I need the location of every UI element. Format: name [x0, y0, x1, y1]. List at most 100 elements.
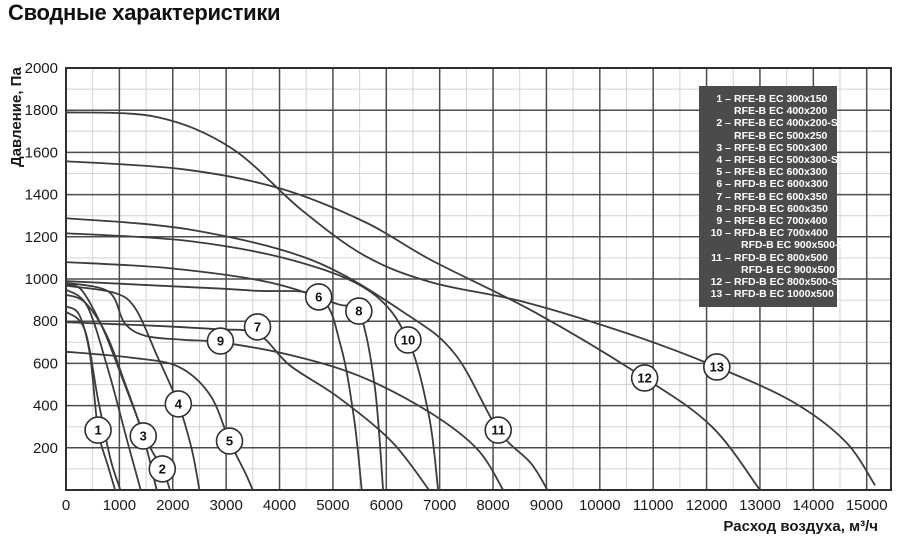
legend-entry-3: 3 – RFE-B EC 500x300: [704, 142, 833, 154]
curve-label-text-13: 13: [710, 359, 724, 374]
x-tick: 5000: [316, 497, 349, 514]
curve-label-11: [484, 416, 513, 444]
y-tick: 1400: [25, 187, 58, 204]
legend-entry-number: 3 –: [716, 141, 731, 154]
page-title: Сводные характеристики: [8, 0, 281, 25]
y-tick: 1800: [25, 102, 58, 119]
legend-entry-5: 5 – RFE-B EC 600x300: [704, 166, 833, 178]
legend-entry-cont-14: RFD-B EC 900x500: [704, 263, 835, 276]
legend-entry-9: 9 – RFE-B EC 700x400: [704, 215, 833, 227]
legend-entry-name: RFD-B EC 600x300: [734, 178, 828, 191]
legend-entry-number: [704, 105, 731, 117]
y-tick: 1600: [25, 144, 58, 161]
x-tick: 8000: [476, 497, 509, 514]
curve-label-3: [129, 422, 158, 450]
legend-entry-4: 4 – RFE-B EC 500x300-S: [704, 154, 838, 167]
curve-1b: [66, 310, 122, 490]
legend-entry-number: 13 –: [710, 288, 731, 301]
curve-label-text-10: 10: [401, 332, 415, 347]
legend-entry-name: RFD-B EC 800x500-S: [734, 276, 839, 289]
x-tick: 7000: [423, 497, 456, 514]
legend-entry-name: RFD-B EC 600x350: [734, 202, 828, 215]
x-tick: 4000: [263, 497, 296, 514]
legend-entry-cont-12: RFD-B EC 900x500-S: [704, 239, 845, 251]
curve-1: [66, 305, 116, 490]
legend-entry-11: 11 – RFD-B EC 800x500: [704, 252, 833, 264]
tick-labels: 0 1000 2000 3000 4000 5000 6000 7000 8000 9000 100…: [25, 60, 888, 514]
y-tick: 1000: [25, 271, 58, 288]
curve-label-text-3: 3: [140, 428, 147, 443]
legend-entry-6: 6 – RFD-B EC 600x300: [704, 178, 833, 190]
legend-entry-name: RFD-B EC 700x400: [734, 227, 828, 240]
curve-label-12: [630, 364, 659, 392]
curve-label-text-4: 4: [175, 396, 183, 411]
legend-entry-cont-3: RFE-B EC 500x250: [704, 130, 833, 142]
x-tick: 13000: [739, 497, 781, 514]
legend-entry-1: 1 – RFE-B EC 300x150: [704, 93, 833, 105]
legend: 1 – RFE-B EC 300x150 RFE-B EC 400x200 2 – RF…: [699, 86, 845, 308]
legend-entry-number: 11 –: [711, 251, 731, 264]
legend-entry-name: RFD-B EC 800x500: [734, 251, 828, 264]
y-tick: 800: [33, 313, 58, 330]
plot-border: [65, 67, 892, 491]
curve-label-4: [164, 390, 193, 418]
curve-2b: [66, 288, 142, 490]
legend-entry-name: RFE-B EC 300x150: [734, 93, 828, 105]
legend-entry-name: RFD-B EC 1000x500: [734, 288, 834, 301]
y-tick: 200: [33, 440, 58, 457]
legend-entry-name: RFE-B EC 400x200-S: [734, 117, 838, 130]
curve-12: [66, 160, 761, 490]
y-tick: 600: [33, 355, 58, 372]
x-tick: 15000: [846, 497, 888, 514]
curve-label-text-12: 12: [637, 370, 651, 385]
legend-entry-8: 8 – RFD-B EC 600x350: [704, 203, 833, 215]
y-tick: 1200: [25, 229, 58, 246]
curve-label-5: [215, 427, 244, 455]
curve-7: [66, 321, 430, 490]
legend-entry-2: 2 – RFE-B EC 400x200-S: [704, 117, 838, 130]
legend-entry-number: 2 –: [716, 117, 731, 130]
x-tick: 1000: [103, 497, 136, 514]
curve-label-9: [206, 327, 235, 355]
legend-entry-number: [704, 239, 731, 251]
x-tick: 9000: [530, 497, 563, 514]
curve-label-13: [703, 353, 731, 381]
curve-11: [66, 217, 549, 490]
legend-entry-number: 4 –: [716, 154, 731, 167]
legend-entry-number: 8 –: [716, 202, 731, 215]
curve-label-text-6: 6: [315, 289, 322, 304]
x-tick: 10000: [579, 497, 621, 514]
legend-entry-name: RFD-B EC 900x500: [741, 263, 835, 276]
legend-entry-cont-1: RFE-B EC 400x200: [704, 105, 833, 117]
legend-entry-7: 7 – RFE-B EC 600x350: [704, 191, 833, 203]
curve-label-8: [345, 297, 373, 325]
curve-label-text-1: 1: [94, 423, 101, 438]
legend-entry-name: RFE-B EC 500x300-S: [734, 154, 838, 167]
curve-label-text-5: 5: [226, 434, 233, 449]
curve-label-7: [243, 313, 272, 341]
legend-entry-name: RFE-B EC 600x300: [734, 166, 828, 179]
x-axis-title: Расход воздуха, м³/ч: [723, 518, 878, 535]
legend-entry-number: [704, 264, 731, 276]
legend-entry-number: 1 –: [716, 93, 731, 105]
legend-entry-name: RFE-B EC 700x400: [734, 215, 828, 228]
legend-entry-name: RFE-B EC 500x250: [734, 129, 828, 142]
curve-13: [66, 111, 876, 486]
x-tick: 6000: [370, 497, 403, 514]
x-tick: 2000: [156, 497, 189, 514]
curve-label-2: [148, 455, 177, 483]
curve-label-1: [84, 416, 112, 444]
legend-entry-number: 7 –: [716, 190, 731, 203]
legend-entry-13: 13 – RFD-B EC 1000x500: [704, 288, 834, 301]
curve-label-text-7: 7: [254, 319, 261, 334]
legend-entry-number: [704, 130, 731, 142]
legend-entry-number: 9 –: [716, 215, 731, 228]
curve-label-10: [394, 326, 422, 354]
legend-entry-12: 12 – RFD-B EC 800x500-S: [704, 276, 839, 288]
curve-5: [66, 350, 254, 490]
curve-label-text-2: 2: [159, 461, 166, 476]
grid-major: [66, 68, 891, 490]
x-tick: 0: [62, 497, 70, 514]
legend-entry-number: 6 –: [716, 178, 731, 191]
